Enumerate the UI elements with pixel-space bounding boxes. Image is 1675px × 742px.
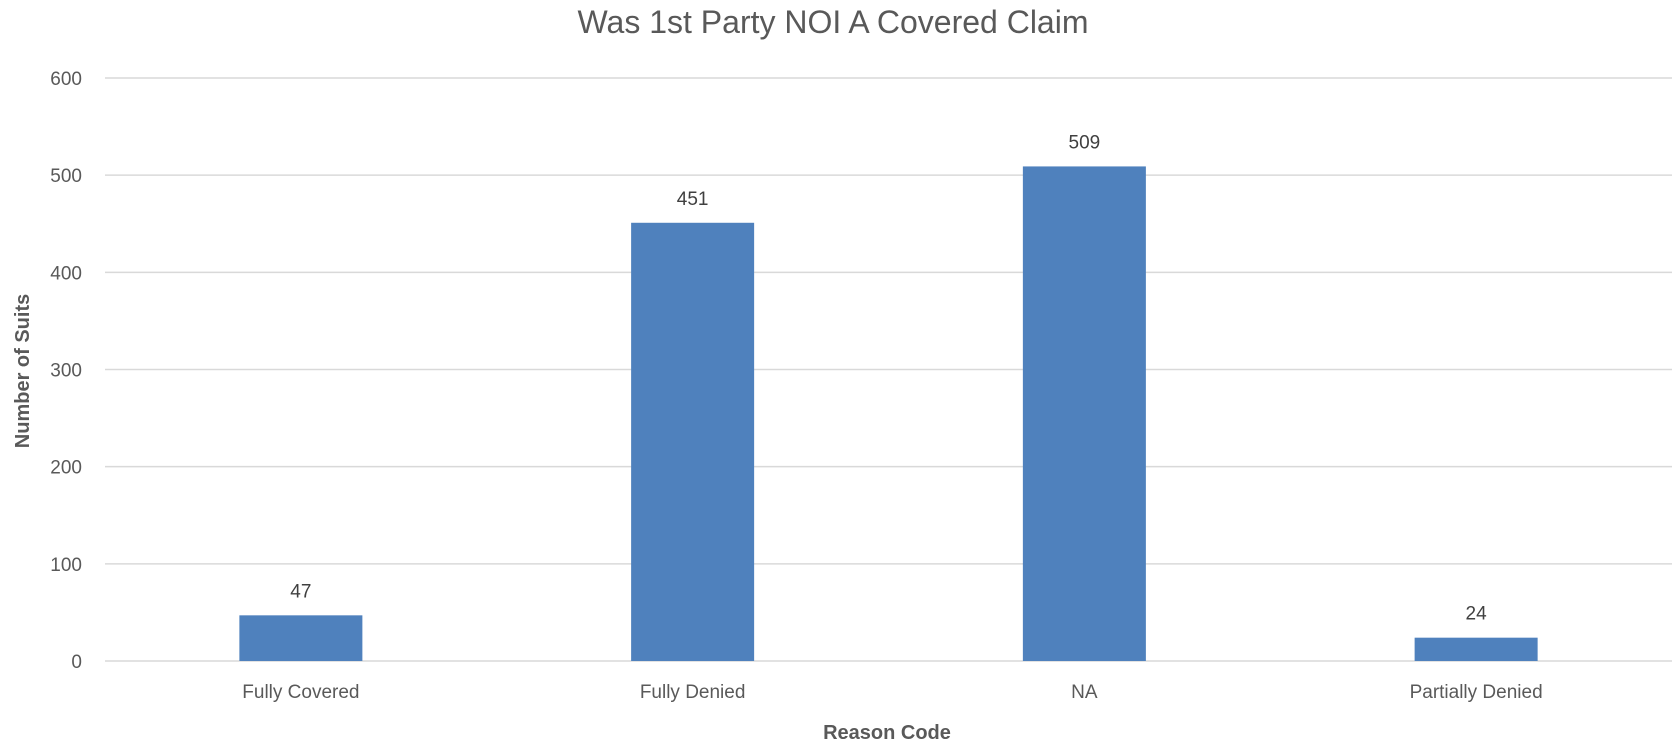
gridlines bbox=[105, 77, 1672, 662]
y-tick-label: 200 bbox=[50, 458, 82, 479]
chart-title: Was 1st Party NOI A Covered Claim bbox=[578, 4, 1089, 40]
data-label: 509 bbox=[1069, 132, 1101, 153]
y-tick-label: 300 bbox=[50, 361, 82, 382]
x-axis-tick-labels: Fully Covered Fully Denied NA Partially Den… bbox=[242, 682, 1542, 703]
x-tick-label: NA bbox=[1071, 682, 1098, 703]
x-tick-label: Partially Denied bbox=[1410, 682, 1543, 703]
y-tick-label: 500 bbox=[50, 166, 82, 187]
y-tick-label: 0 bbox=[71, 652, 82, 673]
bar bbox=[1022, 166, 1146, 661]
y-axis-tick-labels: 0 100 200 300 400 500 600 bbox=[50, 69, 82, 673]
bar bbox=[1414, 637, 1538, 661]
bars bbox=[239, 166, 1538, 662]
bar bbox=[239, 615, 363, 661]
y-axis-title: Number of Suits bbox=[12, 294, 34, 448]
data-label: 451 bbox=[677, 189, 709, 210]
x-tick-label: Fully Covered bbox=[242, 682, 359, 703]
y-tick-label: 100 bbox=[50, 555, 82, 576]
x-tick-label: Fully Denied bbox=[640, 682, 746, 703]
y-tick-label: 400 bbox=[50, 263, 82, 284]
data-label: 47 bbox=[290, 581, 311, 602]
x-axis-title: Reason Code bbox=[823, 722, 951, 742]
y-tick-label: 600 bbox=[50, 69, 82, 90]
bar bbox=[631, 222, 755, 662]
data-label: 24 bbox=[1466, 604, 1488, 625]
data-labels: 47 451 509 24 bbox=[290, 132, 1487, 624]
